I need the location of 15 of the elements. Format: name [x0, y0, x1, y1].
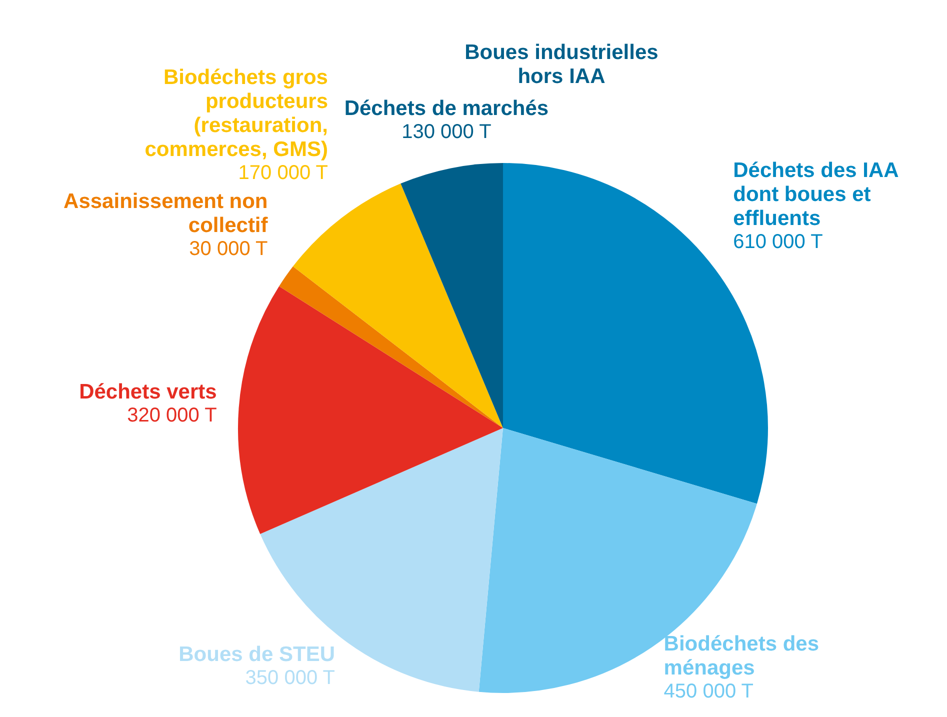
data-label: 170 000 T: [238, 162, 328, 184]
slice-label: Boues de STEU: [178, 643, 336, 666]
data-label: 30 000 T: [189, 238, 268, 260]
data-label: 130 000 T: [402, 121, 492, 144]
slice-label: Déchets des IAA dont boues et effluents: [733, 158, 899, 230]
data-label: 450 000 T: [664, 680, 754, 703]
slice-label: Déchets verts: [79, 380, 217, 404]
data-label: 350 000 T: [245, 667, 336, 690]
text: Boues industrielles hors IAA: [464, 40, 658, 88]
data-label: 320 000 T: [127, 404, 217, 427]
slice-label: Assainissement non collectif: [64, 190, 269, 237]
slice-label: Biodéchets gros producteurs (restauration, commerces, GMS): [144, 66, 328, 161]
data-label: 610 000 T: [733, 231, 823, 253]
slice-label: Déchets de marchés: [344, 96, 549, 120]
slice-label: Biodéchets des ménages: [664, 632, 820, 680]
